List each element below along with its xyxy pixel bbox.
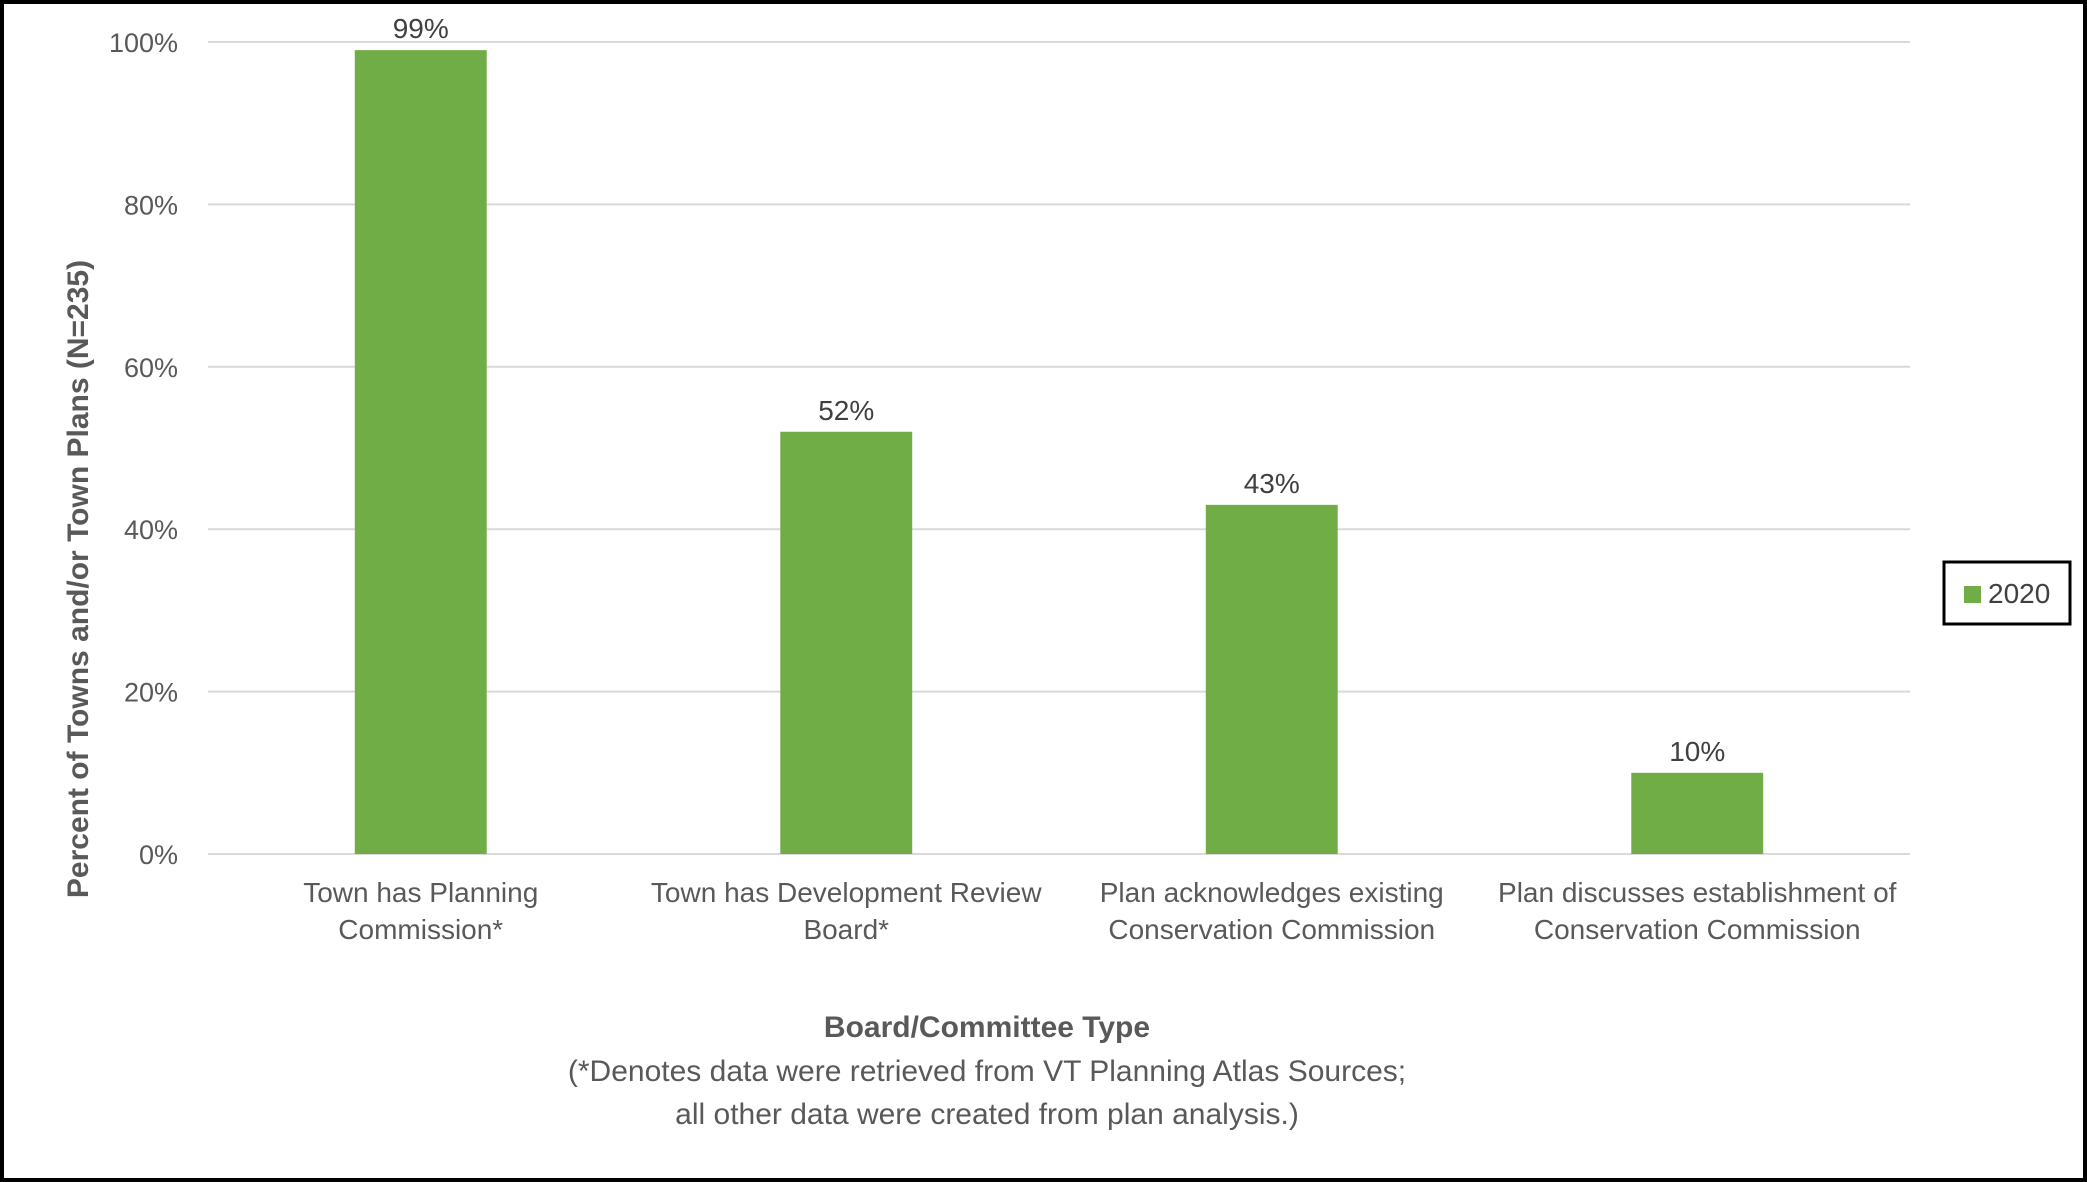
data-label: 52% xyxy=(818,395,874,426)
x-category-label: Town has Planning xyxy=(303,877,538,908)
data-labels: 99% 52% 43% 10% xyxy=(393,13,1726,767)
x-category-label: Plan discusses establishment of xyxy=(1498,877,1897,908)
bar xyxy=(354,50,487,855)
bars xyxy=(354,50,1764,855)
legend-label-2020: 2020 xyxy=(1988,578,2050,609)
y-axis-tick-labels: 0% 20% 40% 60% 80% 100% xyxy=(109,28,178,870)
x-axis-note-line-1: (*Denotes data were retrieved from VT Pl… xyxy=(568,1055,1406,1088)
x-category-label: Commission* xyxy=(338,914,503,945)
data-label: 43% xyxy=(1244,468,1300,499)
data-label: 10% xyxy=(1669,736,1725,767)
y-tick-label: 80% xyxy=(124,190,178,220)
x-category-label: Conservation Commission xyxy=(1108,914,1435,945)
bar xyxy=(780,431,913,854)
x-category-label: Conservation Commission xyxy=(1534,914,1861,945)
legend: 2020 xyxy=(1942,560,2072,626)
bar xyxy=(1205,504,1338,854)
legend-swatch-2020 xyxy=(1964,586,1981,603)
y-tick-label: 60% xyxy=(124,353,178,383)
y-tick-label: 0% xyxy=(139,840,178,870)
y-axis-title: Percent of Towns and/or Town Plans (N=23… xyxy=(62,260,95,898)
x-axis-title: Board/Committee Type xyxy=(824,1011,1150,1044)
data-label: 99% xyxy=(393,13,449,44)
x-category-label: Board* xyxy=(803,914,889,945)
x-axis-category-labels: Town has Planning Commission* Town has Dev… xyxy=(303,877,1896,945)
y-tick-label: 20% xyxy=(124,678,178,708)
bar xyxy=(1631,772,1764,854)
y-tick-label: 40% xyxy=(124,515,178,545)
bar-chart: 0% 20% 40% 60% 80% 100% 99% 52% 43% 10% Town has… xyxy=(62,13,2072,1131)
x-category-label: Town has Development Review xyxy=(651,877,1042,908)
y-tick-label: 100% xyxy=(109,28,178,58)
x-category-label: Plan acknowledges existing xyxy=(1100,877,1444,908)
gridlines xyxy=(208,41,1910,855)
x-axis-note-line-2: all other data were created from plan an… xyxy=(675,1098,1299,1131)
